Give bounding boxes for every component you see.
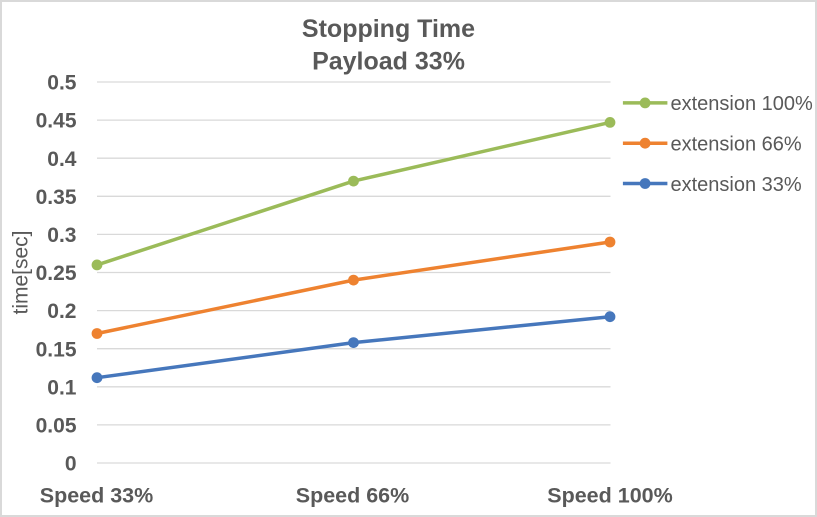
svg-text:0.45: 0.45 (36, 110, 77, 133)
svg-text:0.2: 0.2 (47, 300, 76, 323)
svg-text:extension 100%: extension 100% (671, 93, 814, 115)
svg-text:0.5: 0.5 (47, 72, 77, 95)
svg-text:0.1: 0.1 (47, 376, 77, 399)
svg-text:0.15: 0.15 (36, 338, 77, 361)
svg-text:Speed 100%: Speed 100% (547, 484, 672, 508)
svg-text:Payload 33%: Payload 33% (312, 48, 465, 76)
svg-text:extension 66%: extension 66% (671, 134, 802, 156)
svg-text:time[sec]: time[sec] (10, 230, 33, 314)
svg-text:0.3: 0.3 (47, 224, 76, 247)
svg-text:0.4: 0.4 (47, 148, 77, 171)
svg-text:0.25: 0.25 (36, 262, 77, 285)
svg-text:0: 0 (65, 453, 77, 476)
svg-text:extension 33%: extension 33% (671, 174, 802, 196)
svg-text:Speed 33%: Speed 33% (40, 484, 154, 508)
svg-text:0.35: 0.35 (36, 186, 77, 209)
svg-text:Stopping Time: Stopping Time (302, 15, 475, 43)
svg-text:0.05: 0.05 (36, 415, 77, 438)
svg-text:Speed 66%: Speed 66% (296, 484, 410, 508)
